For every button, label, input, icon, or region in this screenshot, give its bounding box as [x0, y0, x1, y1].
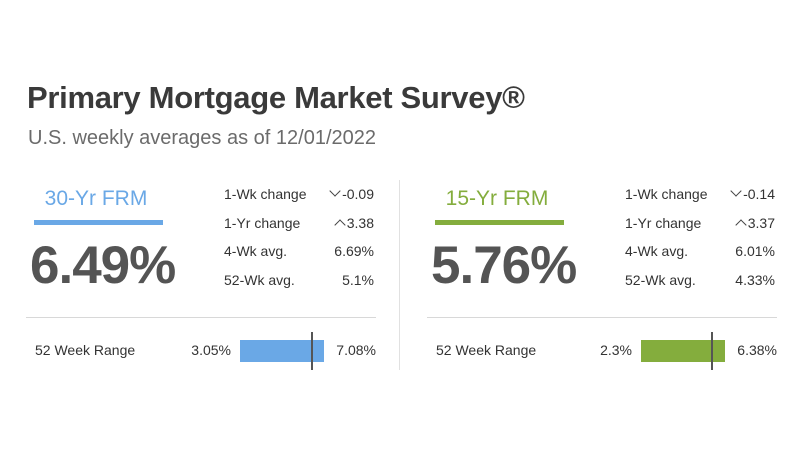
metric-4wk-avg: 4-Wk avg. 6.69% — [224, 243, 374, 272]
panel-divider — [399, 180, 400, 370]
range-label: 52 Week Range — [436, 342, 537, 358]
metric-value-text: -0.14 — [743, 186, 775, 202]
metric-value-text: -0.09 — [342, 186, 374, 202]
page-title: Primary Mortgage Market Survey® — [27, 80, 525, 115]
chevron-up-icon — [735, 218, 747, 231]
metric-value: 5.1% — [342, 271, 374, 288]
week-range-row: 52 Week Range 3.05% 7.08% — [26, 332, 376, 370]
metric-value-text: 3.38 — [346, 214, 374, 231]
range-bar — [240, 332, 324, 370]
metrics-list: 1-Wk change -0.14 1-Yr change 3.37 4-Wk … — [625, 185, 775, 301]
range-high: 6.38% — [737, 342, 777, 358]
range-divider — [26, 317, 376, 318]
rate-value: 5.76% — [431, 236, 577, 295]
metric-4wk-avg: 4-Wk avg. 6.01% — [625, 243, 775, 272]
rate-label: 15-Yr FRM — [445, 187, 549, 210]
current-rate-marker — [310, 332, 313, 370]
range-bar — [641, 332, 725, 370]
chevron-down-icon — [329, 185, 341, 197]
metric-value: 3.37 — [735, 214, 775, 231]
range-low: 3.05% — [191, 342, 231, 358]
metric-label: 4-Wk avg. — [224, 243, 288, 259]
metric-label: 52-Wk avg. — [625, 271, 696, 288]
range-label: 52 Week Range — [35, 342, 136, 358]
range-low: 2.3% — [600, 342, 632, 358]
metric-label: 4-Wk avg. — [625, 243, 689, 259]
metric-value: -0.14 — [730, 185, 775, 202]
range-divider — [427, 317, 777, 318]
rate-panel-15yr: 15-Yr FRM 5.76% 1-Wk change -0.14 1-Yr c… — [427, 180, 777, 370]
metric-value: 6.69% — [334, 243, 374, 259]
range-bar-fill — [641, 340, 725, 362]
page-subtitle: U.S. weekly averages as of 12/01/2022 — [28, 127, 376, 149]
rate-label: 30-Yr FRM — [44, 187, 148, 210]
metric-label: 1-Yr change — [224, 214, 301, 231]
metric-1yr-change: 1-Yr change 3.38 — [224, 215, 374, 244]
rate-value: 6.49% — [30, 236, 176, 295]
metric-label: 52-Wk avg. — [224, 271, 295, 288]
metric-52wk-avg: 52-Wk avg. 5.1% — [224, 272, 374, 301]
rate-panel-30yr: 30-Yr FRM 6.49% 1-Wk change -0.09 1-Yr c… — [26, 180, 376, 370]
current-rate-marker — [711, 332, 714, 370]
metric-1yr-change: 1-Yr change 3.37 — [625, 215, 775, 244]
chevron-down-icon — [730, 185, 742, 197]
metric-label: 1-Wk change — [625, 186, 708, 202]
metric-1wk-change: 1-Wk change -0.14 — [625, 185, 775, 215]
metric-value: 3.38 — [334, 214, 374, 231]
metric-label: 1-Yr change — [625, 214, 702, 231]
metric-52wk-avg: 52-Wk avg. 4.33% — [625, 272, 775, 301]
range-bar-fill — [240, 340, 324, 362]
metrics-list: 1-Wk change -0.09 1-Yr change 3.38 4-Wk … — [224, 185, 374, 301]
metric-value-text: 3.37 — [747, 214, 775, 231]
metric-1wk-change: 1-Wk change -0.09 — [224, 185, 374, 215]
metric-value: 4.33% — [735, 271, 775, 288]
chevron-up-icon — [334, 218, 346, 231]
metric-label: 1-Wk change — [224, 186, 307, 202]
metric-value: 6.01% — [735, 243, 775, 259]
week-range-row: 52 Week Range 2.3% 6.38% — [427, 332, 777, 370]
rate-label-underline — [435, 220, 564, 225]
range-high: 7.08% — [336, 342, 376, 358]
metric-value: -0.09 — [329, 185, 374, 202]
rate-label-underline — [34, 220, 163, 225]
